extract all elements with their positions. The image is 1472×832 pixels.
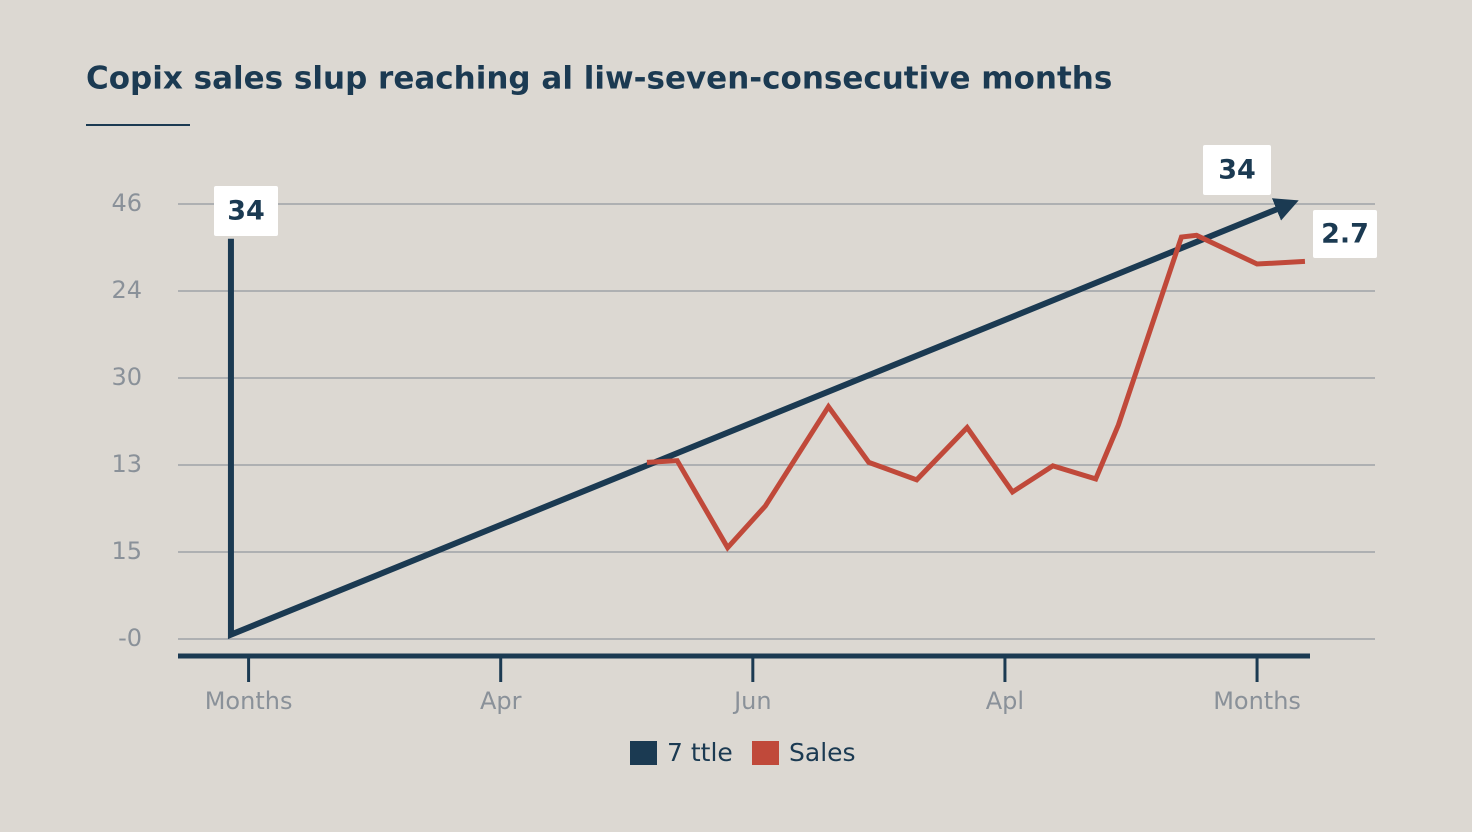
plot <box>227 198 1306 640</box>
y-tick-label: 30 <box>111 363 142 391</box>
legend-label: Sales <box>789 738 856 767</box>
y-tick-label: 46 <box>111 189 142 217</box>
legend-swatch <box>752 741 779 765</box>
annotation-box <box>214 186 278 236</box>
chart-title: Copix sales slup reaching al liw-seven-c… <box>86 61 1112 97</box>
series-line <box>646 232 1306 552</box>
annotation: 34 <box>227 196 265 227</box>
y-tick-label: -0 <box>118 624 142 652</box>
x-tick-label: Jun <box>732 687 772 715</box>
annotation-box <box>1313 210 1377 258</box>
y-tick-label: 13 <box>111 450 142 478</box>
annotation: 2.7 <box>1321 219 1369 250</box>
legend-swatch <box>630 741 657 765</box>
y-tick-label: 15 <box>111 537 142 565</box>
x-tick-label: Months <box>205 687 293 715</box>
x-tick-label: Apl <box>986 687 1024 715</box>
x-tick-label: Apr <box>480 687 522 715</box>
x-tick-label: Months <box>1213 687 1301 715</box>
annotation-box <box>1203 145 1271 195</box>
legend-label: 7 ttle <box>667 738 733 767</box>
grid <box>178 203 1375 640</box>
y-tick-label: 24 <box>111 276 142 304</box>
series-line <box>227 198 1299 640</box>
annotation: 34 <box>1218 155 1256 186</box>
